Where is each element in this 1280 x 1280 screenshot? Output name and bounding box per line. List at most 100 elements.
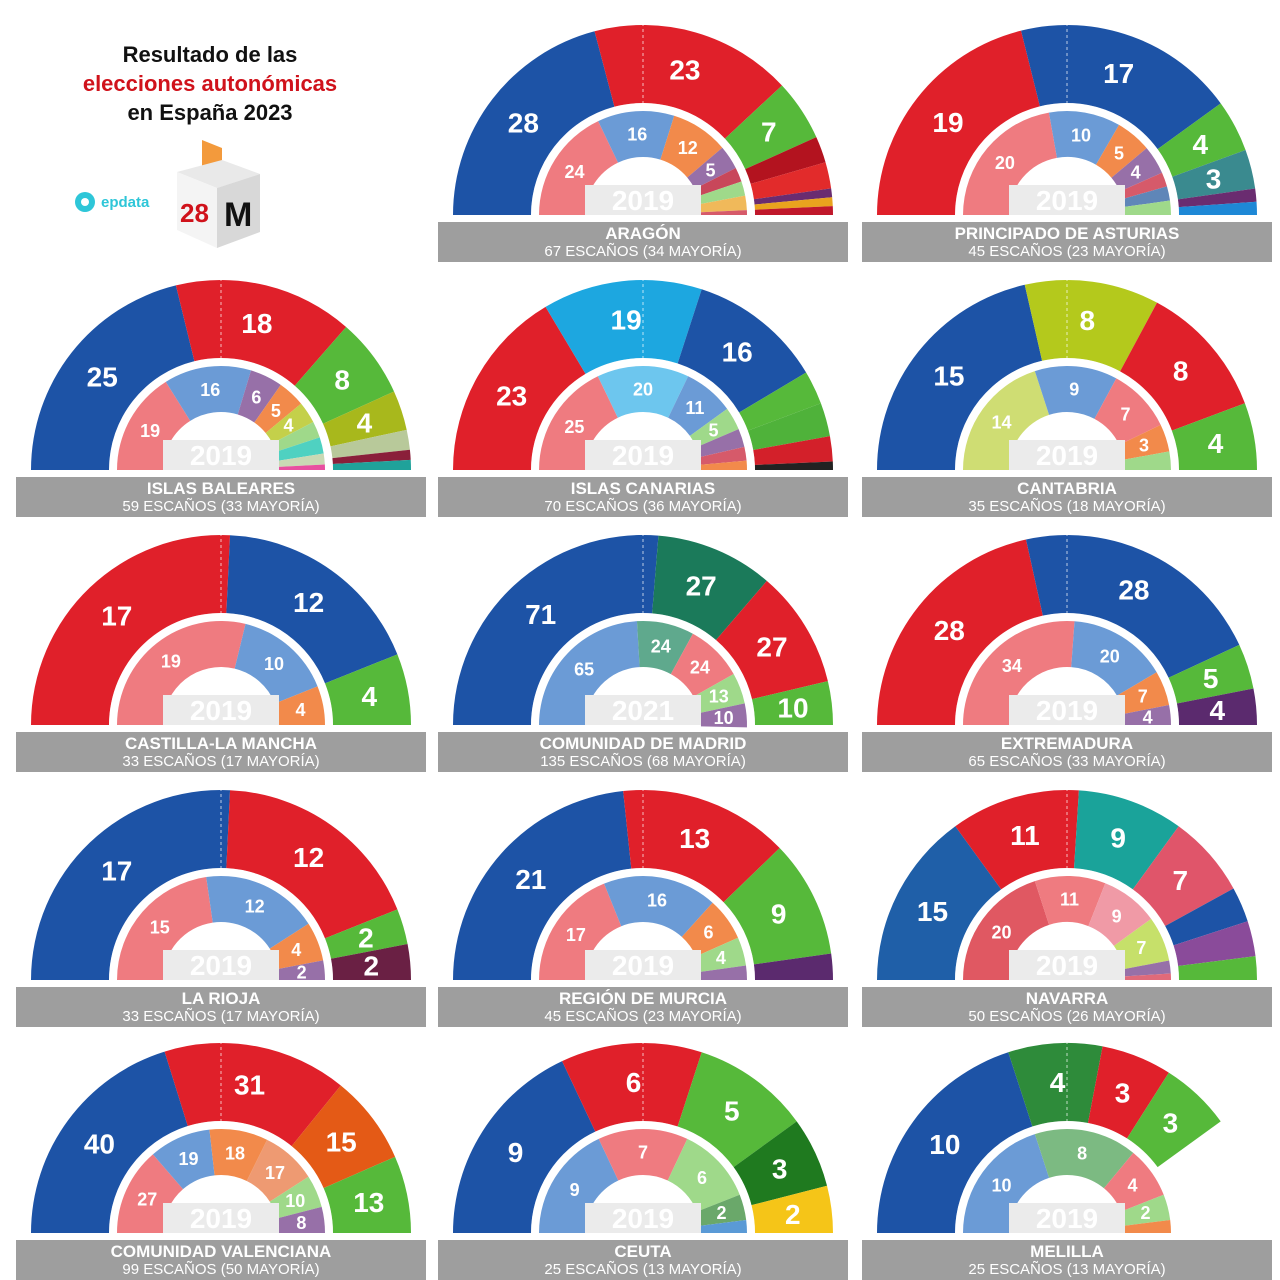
seat-segment bbox=[1120, 1194, 1171, 1226]
ballot-box-icon: 28 M bbox=[177, 140, 260, 248]
seat-segment bbox=[668, 376, 728, 436]
seat-count: 7 bbox=[761, 116, 777, 147]
region-footer: NAVARRA 50 ESCAÑOS (26 MAYORÍA) bbox=[862, 987, 1272, 1027]
seat-count: 4 bbox=[1208, 428, 1224, 459]
seat-segment bbox=[1024, 280, 1158, 372]
seat-segment bbox=[1173, 921, 1256, 966]
seat-count: 20 bbox=[1100, 646, 1120, 666]
seat-count: 23 bbox=[496, 380, 527, 411]
seat-segment bbox=[539, 121, 619, 215]
region-footer: REGIÓN DE MURCIA 45 ESCAÑOS (23 MAYORÍA) bbox=[438, 987, 848, 1027]
seat-segment bbox=[1168, 644, 1254, 704]
seat-segment bbox=[700, 460, 747, 470]
seat-segment bbox=[332, 459, 411, 470]
seat-count: 7 bbox=[638, 1142, 648, 1162]
seat-segment bbox=[733, 1121, 828, 1206]
seat-segment bbox=[700, 1219, 747, 1233]
seat-segment bbox=[272, 422, 320, 452]
seat-count: 21 bbox=[515, 864, 546, 895]
seat-segment bbox=[1021, 24, 1221, 150]
seat-count: 2 bbox=[1140, 1203, 1150, 1223]
seat-segment bbox=[696, 429, 745, 458]
region-panel: 25 18 8 4 19 16 6 5 4 2019 ISLAS BALEARES 59 ESCAÑO… bbox=[16, 267, 426, 517]
seat-count: 12 bbox=[678, 138, 698, 158]
region-panel: 40 31 15 13 27 19 18 17 10 8 2019 COMUNIDAD VALENCI… bbox=[16, 1030, 426, 1280]
seat-count: 18 bbox=[225, 1144, 245, 1164]
seat-count: 11 bbox=[1010, 820, 1040, 851]
seat-segment bbox=[1124, 451, 1171, 470]
seat-count: 17 bbox=[265, 1163, 285, 1183]
seat-segment bbox=[274, 686, 325, 725]
seat-count: 28 bbox=[1118, 574, 1149, 605]
region-name: COMUNIDAD VALENCIANA bbox=[110, 1242, 332, 1261]
seat-segment bbox=[324, 909, 408, 959]
seat-segment bbox=[695, 937, 746, 972]
seat-segment bbox=[165, 366, 252, 421]
seat-count: 16 bbox=[647, 891, 667, 911]
seat-segment bbox=[1176, 688, 1257, 725]
seat-segment bbox=[246, 1139, 309, 1202]
seat-count: 18 bbox=[241, 308, 272, 339]
seat-count: 65 bbox=[574, 660, 594, 680]
seat-count: 16 bbox=[722, 337, 753, 368]
seat-count: 15 bbox=[326, 1126, 357, 1157]
seat-segment bbox=[539, 883, 622, 980]
svg-text:M: M bbox=[224, 196, 252, 234]
seat-segment bbox=[1103, 1152, 1164, 1212]
region-footer: COMUNIDAD DE MADRID 135 ESCAÑOS (68 MAYOR… bbox=[438, 732, 848, 772]
seat-segment bbox=[1120, 302, 1245, 431]
region-footer: ISLAS CANARIAS 70 ESCAÑOS (36 MAYORÍA) bbox=[438, 477, 848, 517]
seat-summary: 99 ESCAÑOS (50 MAYORÍA) bbox=[122, 1261, 320, 1278]
region-panel: 28 28 5 4 34 20 7 4 2019 EXTREMADURA 65 ESCAÑOS (3… bbox=[862, 522, 1272, 772]
seat-segment bbox=[323, 1156, 411, 1233]
seat-segment bbox=[877, 284, 1043, 470]
seat-segment bbox=[670, 633, 734, 697]
seat-segment bbox=[117, 381, 191, 470]
seat-summary: 45 ESCAÑOS (23 MAYORÍA) bbox=[544, 1008, 742, 1025]
seat-segment bbox=[291, 1085, 396, 1189]
seat-segment bbox=[453, 535, 659, 725]
seat-segment bbox=[1123, 960, 1171, 977]
seat-segment bbox=[277, 1206, 325, 1233]
seat-count: 15 bbox=[917, 896, 948, 927]
region-name: CEUTA bbox=[614, 1242, 672, 1261]
seat-summary: 33 ESCAÑOS (17 MAYORÍA) bbox=[122, 753, 320, 770]
seat-count: 3 bbox=[772, 1154, 788, 1185]
seat-segment bbox=[276, 437, 324, 461]
seat-count: 10 bbox=[285, 1191, 305, 1211]
region-footer: PRINCIPADO DE ASTURIAS 45 ESCAÑOS (23 MAY… bbox=[862, 222, 1272, 262]
seat-segment bbox=[963, 1134, 1050, 1233]
seat-count: 4 bbox=[716, 948, 726, 968]
seat-count: 7 bbox=[1136, 938, 1146, 958]
seat-count: 5 bbox=[708, 420, 718, 440]
seat-count: 13 bbox=[709, 687, 729, 707]
page-title: Resultado de las elecciones autonómicas … bbox=[0, 40, 420, 127]
seat-segment bbox=[539, 376, 618, 470]
seat-count: 13 bbox=[353, 1187, 384, 1218]
seat-segment bbox=[1132, 826, 1234, 927]
seat-count: 5 bbox=[271, 401, 281, 421]
region-panel: 17 12 2 2 15 12 4 2 2019 LA RIOJA 33 ESCAÑOS (17 M… bbox=[16, 777, 426, 1027]
seat-count: 11 bbox=[685, 398, 704, 418]
previous-year-label: 2019 bbox=[1036, 440, 1098, 471]
seat-segment bbox=[877, 1052, 1033, 1233]
region-footer: ISLAS BALEARES 59 ESCAÑOS (33 MAYORÍA) bbox=[16, 477, 426, 517]
seat-segment bbox=[681, 902, 739, 957]
seat-count: 9 bbox=[771, 899, 787, 930]
seat-segment bbox=[751, 1185, 833, 1233]
seat-segment bbox=[677, 289, 807, 413]
seat-segment bbox=[1124, 1219, 1171, 1233]
seat-segment bbox=[724, 85, 817, 170]
region-name: CASTILLA-LA MANCHA bbox=[124, 734, 317, 753]
seat-count: 34 bbox=[1002, 656, 1022, 676]
seat-segment bbox=[594, 24, 782, 139]
seat-segment bbox=[1074, 790, 1179, 890]
seat-count: 27 bbox=[137, 1190, 157, 1210]
seat-segment bbox=[117, 1154, 184, 1233]
seat-segment bbox=[754, 461, 833, 470]
seat-segment bbox=[539, 621, 640, 725]
seat-segment bbox=[31, 1051, 188, 1233]
seat-segment bbox=[545, 280, 702, 374]
seat-segment bbox=[753, 436, 833, 465]
region-footer: CASTILLA-LA MANCHA 33 ESCAÑOS (17 MAYORÍA… bbox=[16, 732, 426, 772]
